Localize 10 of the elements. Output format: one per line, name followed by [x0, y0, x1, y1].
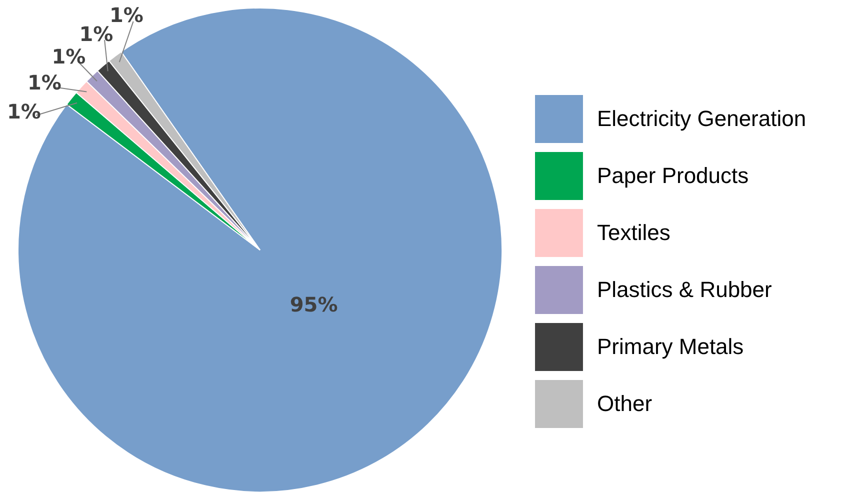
legend-label: Textiles — [597, 220, 670, 245]
data-label: 95% — [290, 292, 338, 317]
data-label: 1% — [52, 44, 86, 69]
legend-label: Primary Metals — [597, 334, 744, 359]
legend-label: Plastics & Rubber — [597, 277, 772, 302]
data-label: 1% — [6, 99, 41, 124]
data-label: 1% — [28, 70, 62, 95]
legend-label: Paper Products — [597, 163, 749, 188]
legend-label: Electricity Generation — [597, 106, 806, 131]
legend-label: Other — [597, 391, 652, 416]
